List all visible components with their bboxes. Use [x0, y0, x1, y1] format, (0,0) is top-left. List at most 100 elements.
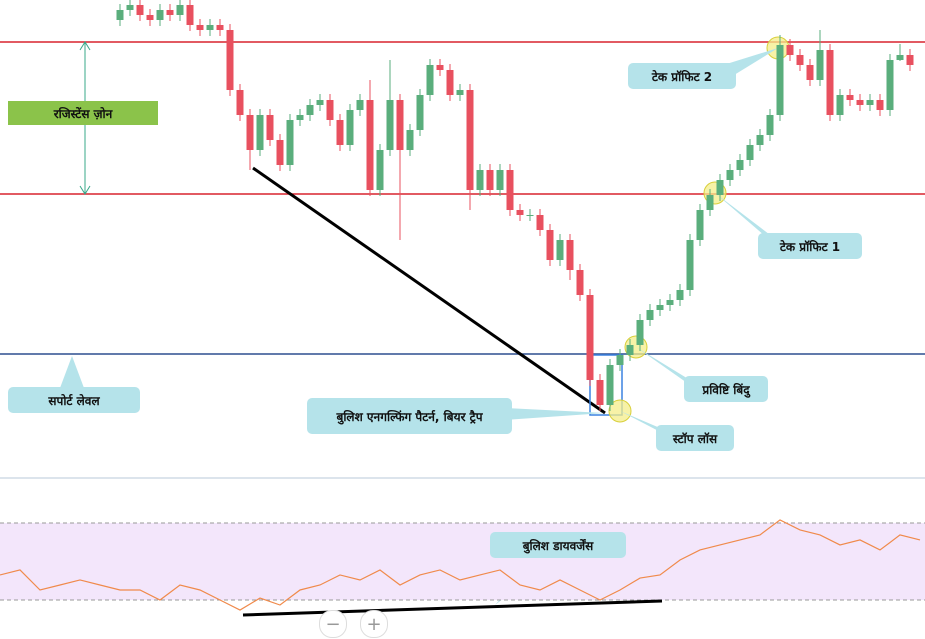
- candle-body: [126, 5, 134, 10]
- pointer: [505, 408, 605, 420]
- candle-body: [316, 100, 324, 105]
- annotation: टेक प्रॉफिट 1: [758, 233, 862, 259]
- candle-body: [446, 70, 454, 95]
- candle-body: [846, 95, 854, 100]
- candle-body: [206, 25, 214, 30]
- candle-body: [766, 115, 774, 135]
- candle-body: [566, 240, 574, 270]
- candle-body: [626, 345, 634, 355]
- candle-body: [796, 55, 804, 65]
- candle-body: [716, 180, 724, 195]
- candle-body: [496, 170, 504, 190]
- candle-body: [416, 95, 424, 130]
- candle-body: [176, 5, 184, 15]
- annotation: सपोर्ट लेवल: [8, 387, 140, 413]
- candle-body: [596, 380, 604, 405]
- candle-body: [556, 240, 564, 260]
- candle-body: [646, 310, 654, 320]
- indicator-line: [0, 519, 921, 611]
- candle-body: [706, 195, 714, 210]
- candle-body: [216, 25, 224, 30]
- candle-body: [166, 10, 174, 15]
- candle-body: [606, 365, 614, 405]
- candle-body: [266, 115, 274, 140]
- candle-body: [756, 135, 764, 145]
- trend-line: [252, 166, 606, 415]
- candle-body: [386, 100, 394, 150]
- candle-body: [156, 10, 164, 20]
- candle-body: [356, 100, 364, 110]
- annotation: बुलिश एनगल्फिंग पैटर्न, बियर ट्रैप: [307, 398, 512, 434]
- candle-body: [536, 215, 544, 230]
- candle-body: [866, 100, 874, 105]
- annotation: टेक प्रॉफिट 2: [628, 63, 736, 89]
- pointer: [715, 193, 782, 244]
- zoom-in-button[interactable]: +: [360, 610, 388, 638]
- candle-body: [226, 30, 234, 90]
- candle-body: [786, 45, 794, 55]
- zoom-out-button[interactable]: −: [319, 610, 347, 638]
- candle-body: [726, 170, 734, 180]
- candle-body: [736, 160, 744, 170]
- candle-body: [876, 100, 884, 110]
- candle-body: [656, 305, 664, 310]
- candle-body: [426, 65, 434, 95]
- candle-body: [586, 295, 594, 380]
- candle-body: [136, 5, 144, 15]
- candle-body: [516, 210, 524, 215]
- candle-body: [456, 90, 464, 95]
- annotation: प्रविष्टि बिंदु: [684, 376, 768, 402]
- candle-body: [146, 15, 154, 20]
- indicator-band: [0, 523, 925, 600]
- candle-body: [896, 55, 904, 60]
- candle-body: [476, 170, 484, 190]
- candle-body: [236, 90, 244, 115]
- candle-body: [326, 100, 334, 120]
- candle-body: [826, 50, 834, 115]
- candle-body: [906, 55, 914, 65]
- candle-body: [546, 230, 554, 260]
- candle-body: [746, 145, 754, 160]
- candle-body: [306, 105, 314, 115]
- candle-body: [696, 210, 704, 240]
- candle-body: [576, 270, 584, 295]
- candle-body: [856, 100, 864, 105]
- candle-body: [286, 120, 294, 165]
- candle-body: [636, 320, 644, 345]
- candle-body: [186, 5, 194, 25]
- zone-label: रजिस्टेंस ज़ोन: [8, 101, 158, 125]
- candle-body: [196, 25, 204, 30]
- candle-body: [616, 355, 624, 365]
- candle-body: [336, 120, 344, 145]
- candle-body: [366, 100, 374, 190]
- candle-body: [506, 170, 514, 210]
- candle-body: [686, 240, 694, 290]
- candle-body: [116, 10, 124, 20]
- candle-body: [836, 95, 844, 115]
- candle-body: [886, 60, 894, 110]
- candle-body: [246, 115, 254, 150]
- candle-body: [666, 300, 674, 305]
- annotation: स्टॉप लॉस: [656, 425, 734, 451]
- candle-body: [376, 150, 384, 190]
- candle-body: [276, 140, 284, 165]
- zone-arrow-heads: [79, 41, 91, 195]
- candle-body: [396, 100, 404, 150]
- pointer: [60, 356, 84, 388]
- candle-body: [806, 65, 814, 80]
- candle-body: [346, 110, 354, 145]
- candle-body: [526, 215, 534, 216]
- candle-body: [486, 170, 494, 190]
- candle-body: [436, 65, 444, 70]
- annotation: बुलिश डायवर्जेंस: [490, 532, 626, 558]
- candle-body: [406, 130, 414, 150]
- candle-body: [466, 90, 474, 190]
- candle-body: [256, 115, 264, 150]
- candle-body: [776, 45, 784, 115]
- candle-body: [676, 290, 684, 300]
- candle-body: [816, 50, 824, 80]
- divergence-line: [242, 599, 663, 617]
- candle-body: [296, 115, 304, 120]
